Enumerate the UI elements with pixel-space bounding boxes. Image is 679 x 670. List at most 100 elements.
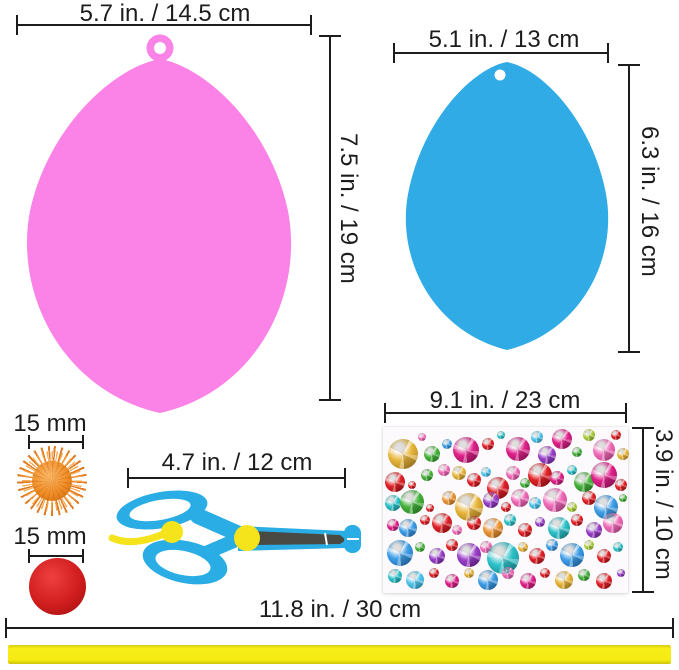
gem-sticker xyxy=(505,466,520,481)
gem-sticker xyxy=(480,466,491,477)
red-pompom-size-label: 15 mm xyxy=(13,523,87,550)
gem-sticker xyxy=(555,570,574,589)
gem-sticker xyxy=(596,549,611,564)
gem-sticker xyxy=(501,567,514,580)
gem-sticker xyxy=(534,516,545,527)
gem-sticker xyxy=(566,465,577,476)
gem-sticker xyxy=(519,573,536,590)
blue-egg-shape xyxy=(405,62,609,350)
gem-sticker xyxy=(520,478,531,489)
ribbon-dimension-line xyxy=(5,618,674,638)
gem-sticker xyxy=(613,541,624,552)
safety-scissors xyxy=(108,490,361,585)
gem-sticker xyxy=(518,522,533,537)
gem-sticker xyxy=(549,471,564,486)
gem-sticker xyxy=(445,538,458,551)
gem-sticker xyxy=(400,489,425,514)
pink-egg-shape xyxy=(26,59,292,413)
gem-sticker xyxy=(582,429,595,442)
gem-sticker xyxy=(444,574,459,589)
red-pompom xyxy=(29,558,86,615)
gem-sticker xyxy=(424,445,440,462)
gem-sticker xyxy=(384,495,401,512)
blue-egg xyxy=(405,62,609,350)
scissors-lower-handle-hole xyxy=(155,549,211,577)
pink-egg xyxy=(26,34,292,413)
scissors-pivot-screw xyxy=(234,525,260,551)
gem-sticker xyxy=(441,438,452,449)
blue-egg-width-dimension-line xyxy=(393,43,609,63)
gem-sticker xyxy=(528,497,541,510)
gem-sticker xyxy=(590,462,617,489)
orange-pompom-dimension-line xyxy=(28,435,84,449)
gem-sticker xyxy=(496,431,505,440)
gem-sticker xyxy=(421,469,434,482)
gem-sticker xyxy=(566,501,577,512)
gem-sticker xyxy=(419,514,430,525)
gem-sticker xyxy=(529,548,546,565)
scissors-length-label: 4.7 in. / 12 cm xyxy=(161,449,313,476)
gem-sticker xyxy=(388,569,403,584)
gem-sticker xyxy=(603,513,624,534)
gem-sticker xyxy=(548,517,571,540)
scissors-upper-handle-hole xyxy=(129,498,191,522)
gem-sticker xyxy=(425,504,434,513)
orange-pompom-size-label: 15 mm xyxy=(13,410,87,437)
gem-sticker xyxy=(504,513,517,526)
gem-sticker xyxy=(405,570,424,589)
yellow-ribbon xyxy=(8,645,671,664)
gem-sticker xyxy=(466,473,481,488)
gem-sticker xyxy=(431,513,452,534)
scissors-blade-notch xyxy=(324,532,328,546)
gem-sticker xyxy=(418,432,427,441)
blue-egg-hole xyxy=(494,69,506,81)
scissors-lanyard-cord xyxy=(108,529,170,546)
gem-sticker xyxy=(387,438,418,469)
gem-sticker xyxy=(386,518,399,531)
gem-sticker xyxy=(617,447,630,460)
pink-egg-height-dimension-line xyxy=(319,35,341,401)
gem-sticker xyxy=(414,541,425,552)
gem-sticker xyxy=(531,430,544,443)
blue-egg-height-dimension-line xyxy=(618,64,640,353)
gem-sticker xyxy=(482,437,495,450)
pink-egg-width-dimension-line xyxy=(16,15,312,35)
ribbon-length-label: 11.8 in. / 30 cm xyxy=(258,596,422,623)
gem-sticker xyxy=(585,521,602,538)
gem-sticker xyxy=(559,542,584,567)
gem-sticker xyxy=(614,479,627,492)
gem-sticker xyxy=(451,524,462,535)
sticker-sheet xyxy=(383,427,630,593)
sticker-sheet-height-label: 3.9 in. / 10 cm xyxy=(650,429,678,580)
gem-sticker xyxy=(616,569,625,578)
gem-sticker xyxy=(438,464,451,477)
gem-sticker xyxy=(595,573,612,590)
gem-sticker xyxy=(573,471,594,492)
gem-sticker xyxy=(581,491,596,506)
red-pompom-dimension-line xyxy=(28,549,84,563)
gem-sticker xyxy=(456,542,481,567)
gem-sticker xyxy=(551,428,572,449)
gem-sticker xyxy=(500,501,511,512)
blue-egg-height-label: 6.3 in. / 16 cm xyxy=(636,126,664,277)
sticker-sheet-width-dimension-line xyxy=(384,403,627,423)
gem-sticker xyxy=(453,437,480,464)
gem-sticker xyxy=(527,463,552,488)
gem-sticker xyxy=(483,518,504,539)
gem-sticker xyxy=(478,569,499,590)
sticker-sheet-width-label: 9.1 in. / 23 cm xyxy=(429,387,581,414)
sticker-sheet-height-dimension-line xyxy=(632,427,654,593)
gem-sticker xyxy=(511,489,530,508)
gem-sticker xyxy=(466,516,481,531)
pink-egg-width-label: 5.7 in. / 14.5 cm xyxy=(79,0,251,27)
pink-egg-loop-hole xyxy=(154,42,166,54)
gem-sticker xyxy=(442,491,457,506)
orange-tinsel-pompom xyxy=(17,446,87,516)
gem-sticker xyxy=(505,436,530,461)
gem-sticker xyxy=(408,481,417,490)
gem-sticker xyxy=(619,494,628,503)
gem-sticker xyxy=(385,471,406,492)
gem-sticker xyxy=(539,568,550,579)
gem-sticker xyxy=(451,466,466,481)
